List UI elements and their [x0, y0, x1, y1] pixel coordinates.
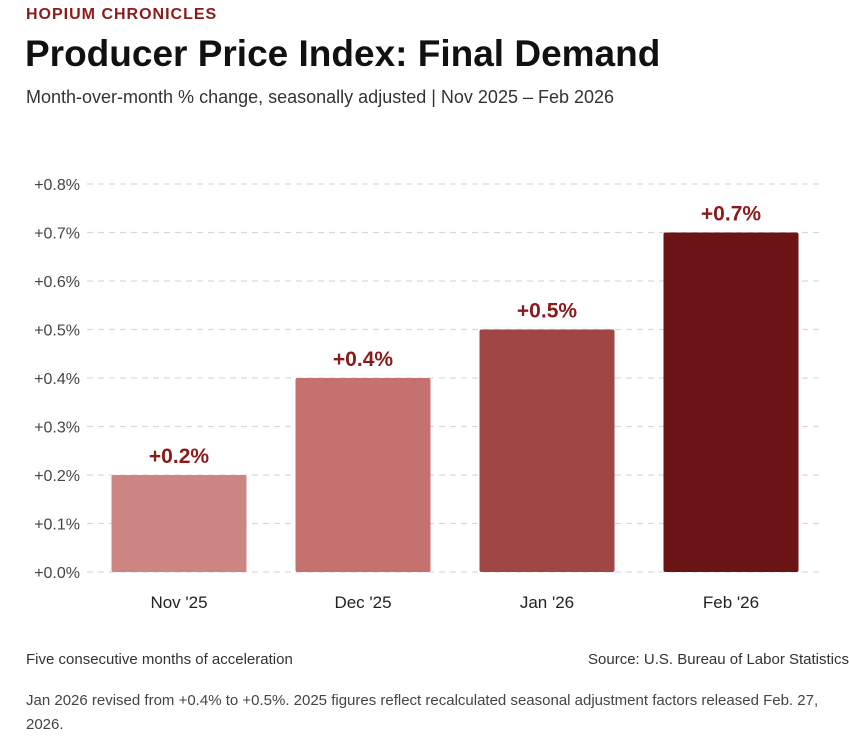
- y-tick-label: +0.0%: [34, 565, 80, 582]
- y-tick-label: +0.5%: [34, 323, 80, 340]
- chart-subtitle: Month-over-month % change, seasonally ad…: [26, 87, 615, 107]
- data-label: +0.7%: [701, 203, 761, 226]
- source-credit: Source: U.S. Bureau of Labor Statistics: [588, 651, 849, 668]
- footer-caption: Five consecutive months of acceleration: [26, 651, 293, 668]
- data-label: +0.2%: [149, 445, 209, 468]
- bar[interactable]: [663, 232, 799, 573]
- y-tick-label: +0.8%: [34, 177, 80, 194]
- chart-title: Producer Price Index: Final Demand: [25, 33, 661, 74]
- y-tick-label: +0.1%: [34, 517, 80, 534]
- bar[interactable]: [111, 475, 247, 572]
- revision-note: Jan 2026 revised from +0.4% to +0.5%. 20…: [26, 692, 819, 733]
- x-tick-label: Feb '26: [703, 593, 759, 612]
- bar[interactable]: [479, 329, 615, 573]
- x-tick-label: Nov '25: [150, 593, 207, 612]
- y-tick-label: +0.7%: [34, 226, 80, 243]
- data-label: +0.4%: [333, 348, 393, 371]
- bar[interactable]: [295, 378, 431, 572]
- x-tick-label: Jan '26: [520, 593, 574, 612]
- y-tick-label: +0.3%: [34, 420, 80, 437]
- data-label: +0.5%: [517, 300, 577, 323]
- bar-chart: +0.0% +0.1% +0.2% +0.3% +0.4% +0.5% +0.6% +0.7%…: [34, 177, 823, 612]
- publication-kicker: HOPIUM CHRONICLES: [26, 6, 218, 23]
- x-tick-label: Dec '25: [334, 593, 391, 612]
- y-tick-label: +0.2%: [34, 468, 80, 485]
- y-tick-label: +0.6%: [34, 274, 80, 291]
- y-tick-label: +0.4%: [34, 371, 80, 388]
